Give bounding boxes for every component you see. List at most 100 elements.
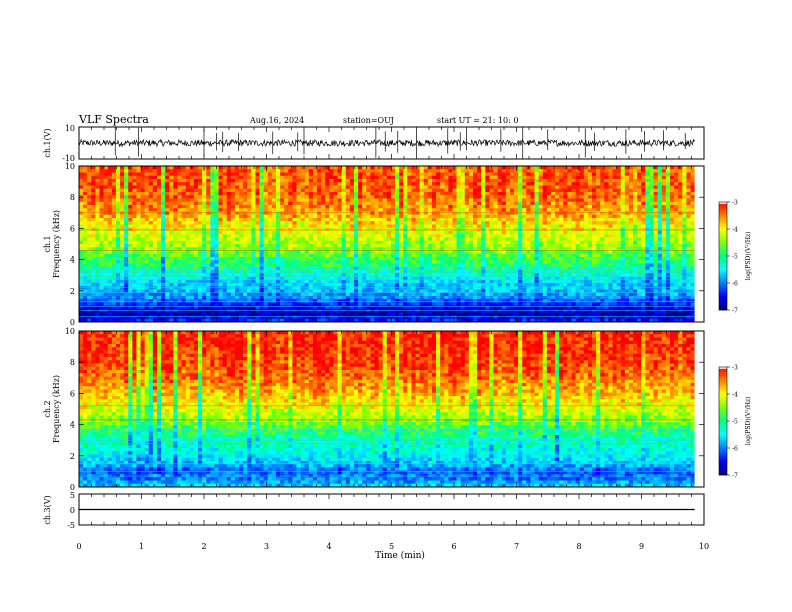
spectrogram-cell (616, 257, 622, 261)
spectrogram-cell (107, 201, 113, 206)
spectrogram-cell (374, 198, 379, 203)
spectrogram-cell (624, 257, 630, 261)
spectrogram-cell (198, 240, 203, 245)
spectrogram-cell (382, 250, 388, 255)
spectrogram-cell (226, 224, 232, 229)
spectrogram-cell (95, 231, 100, 235)
spectrogram-cell (358, 253, 363, 258)
spectrogram-cell (477, 266, 482, 271)
spectrogram-cell (214, 234, 219, 238)
spectrogram-cell (534, 185, 539, 190)
spectrogram-cell (177, 182, 182, 186)
spectrogram-cell (321, 263, 326, 268)
spectrogram-cell (280, 188, 285, 193)
spectrogram-cell (226, 192, 232, 196)
spectrogram-cell (239, 234, 244, 238)
spectrogram-cell (370, 192, 375, 196)
spectrogram-cell (399, 270, 404, 274)
spectrogram-cell (214, 260, 219, 264)
spectrogram-cell (657, 214, 663, 219)
spectrogram-cell (308, 266, 314, 271)
spectrogram-cell (374, 240, 379, 245)
spectrogram-cell (436, 205, 441, 209)
spectrogram-cell (473, 250, 478, 255)
spectrogram-cell (87, 263, 92, 268)
spectrogram-cell (91, 195, 96, 199)
spectrogram-cell (563, 214, 568, 219)
spectrogram-cell (333, 250, 338, 255)
spectrogram-cell (686, 240, 691, 245)
spectrogram-cell (678, 205, 683, 209)
spectrogram-cell (185, 234, 191, 238)
spectrogram-cell (99, 185, 104, 190)
spectrogram-cell (87, 166, 92, 170)
spectrogram-cell (378, 172, 383, 177)
spectrogram-cell (678, 263, 683, 268)
spectrogram-cell (411, 195, 416, 199)
spectrogram-cell (165, 192, 170, 196)
spectrogram-cell (645, 231, 650, 235)
spectrogram-cell (477, 211, 482, 216)
spectrogram-cell (325, 234, 330, 238)
spectrogram-cell (419, 185, 425, 190)
spectrogram-cell (608, 192, 613, 196)
spectrogram-cell (501, 260, 507, 264)
spectrogram-cell (427, 221, 433, 225)
spectrogram-cell (657, 205, 663, 209)
spectrogram-cell (436, 172, 441, 177)
spectrogram-cell (255, 208, 260, 212)
spectrogram-cell (198, 247, 203, 251)
spectrogram-cell (637, 175, 642, 180)
spectrogram-cell (358, 237, 363, 242)
spectrogram-cell (284, 266, 289, 271)
spectrogram-cell (448, 263, 453, 268)
spectrogram-cell (419, 231, 425, 235)
spectrogram-cell (501, 188, 507, 193)
spectrogram-cell (399, 227, 404, 232)
spectrogram-cell (317, 237, 322, 242)
spectrogram-cell (189, 179, 195, 183)
spectrogram-cell (485, 266, 490, 271)
spectrogram-cell (214, 244, 219, 248)
spectrogram-cell (292, 257, 297, 261)
spectrogram-cell (370, 240, 375, 245)
spectrogram-cell (645, 214, 650, 219)
spectrogram-cell (255, 247, 260, 251)
spectrogram-cell (87, 214, 92, 219)
spectrogram-cell (276, 263, 281, 268)
spectrogram-cell (312, 188, 318, 193)
spectrogram-cell (91, 198, 96, 203)
spectrogram-cell (563, 250, 568, 255)
spectrogram-cell (390, 237, 396, 242)
spectrogram-cell (267, 227, 273, 232)
spectrogram-cell (124, 260, 129, 264)
spectrogram-cell (550, 214, 556, 219)
spectrogram-cell (358, 224, 363, 229)
spectrogram-cell (349, 188, 355, 193)
spectrogram-cell (185, 182, 191, 186)
spectrogram-cell (436, 237, 441, 242)
spectrogram-cell (686, 208, 691, 212)
spectrogram-cell (530, 218, 535, 222)
spectrogram-cell (612, 211, 617, 216)
spectrogram-cell (468, 198, 474, 203)
spectrogram-cell (608, 231, 613, 235)
spectrogram-cell (661, 175, 667, 180)
spectrogram-cell (419, 247, 425, 251)
spectrogram-cell (189, 169, 195, 173)
spectrogram-cell (202, 266, 207, 271)
spectrogram-cell (407, 192, 412, 196)
spectrogram-cell (185, 175, 191, 180)
spectrogram-cell (546, 205, 552, 209)
spectrogram-cell (645, 260, 650, 264)
spectrogram-cell (550, 240, 556, 245)
spectrogram-cell (596, 237, 601, 242)
spectrogram-cell (534, 227, 539, 232)
spectrogram-cell (165, 214, 170, 219)
spectrogram-cell (649, 240, 654, 245)
spectrogram-cell (555, 214, 560, 219)
spectrogram-cell (411, 257, 416, 261)
spectrogram-cell (251, 198, 256, 203)
spectrogram-cell (276, 166, 281, 170)
spectrogram-cell (193, 195, 199, 199)
